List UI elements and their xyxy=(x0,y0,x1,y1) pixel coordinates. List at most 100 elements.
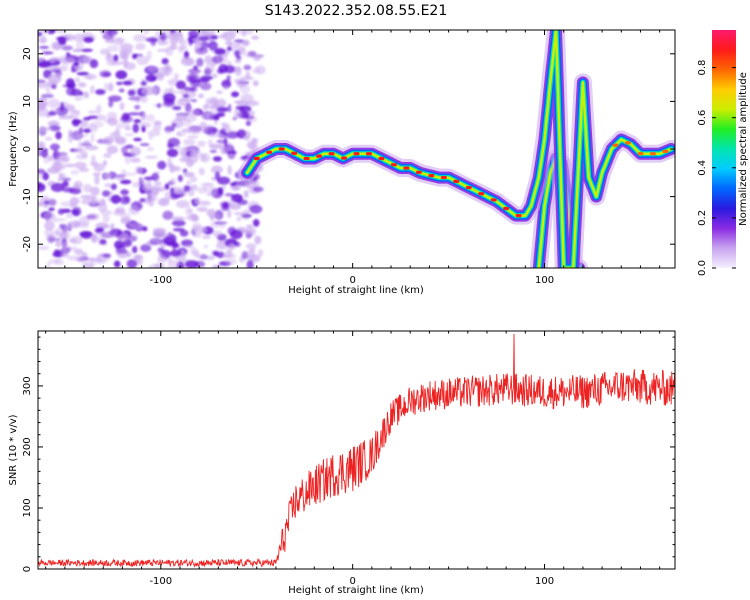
ridge-peak-bead xyxy=(415,170,422,174)
noise-speckle xyxy=(169,32,184,41)
noise-speckle xyxy=(234,66,242,77)
noise-speckle xyxy=(93,114,107,121)
noise-speckle xyxy=(80,194,94,200)
noise-speckle xyxy=(140,114,147,121)
noise-speckle xyxy=(39,127,53,131)
noise-speckle xyxy=(228,198,235,208)
noise-speckle xyxy=(180,55,190,65)
noise-speckle xyxy=(102,33,114,40)
noise-speckle xyxy=(227,209,232,219)
noise-speckle xyxy=(87,110,97,114)
noise-speckle xyxy=(186,158,194,168)
noise-speckle xyxy=(122,80,133,86)
noise-speckle xyxy=(224,65,236,74)
noise-speckle xyxy=(83,140,91,144)
noise-speckle xyxy=(90,233,99,242)
noise-speckle xyxy=(153,120,163,126)
noise-speckle xyxy=(83,128,91,134)
spectrogram-y-tick-label: -10 xyxy=(22,188,33,204)
noise-speckle xyxy=(243,134,251,141)
snr-plot-area xyxy=(38,331,675,569)
noise-speckle xyxy=(138,177,144,187)
noise-speckle xyxy=(145,155,158,159)
ridge-peak-bead xyxy=(278,147,285,151)
noise-speckle xyxy=(64,163,76,168)
colorbar-ticks: 0.0 0.2 0.4 0.6 0.8 xyxy=(697,60,736,276)
noise-speckle xyxy=(218,34,224,39)
noise-speckle xyxy=(124,133,135,137)
noise-speckle xyxy=(194,253,201,259)
noise-speckle xyxy=(103,82,109,92)
noise-speckle xyxy=(124,126,132,131)
noise-speckle xyxy=(107,233,117,238)
noise-speckle xyxy=(226,46,232,52)
spectrogram-x-label: Height of straight line (km) xyxy=(288,285,424,296)
noise-speckle xyxy=(57,36,67,46)
noise-speckle xyxy=(187,135,199,139)
noise-speckle xyxy=(156,198,168,207)
noise-speckle xyxy=(72,48,83,53)
noise-speckle xyxy=(195,226,207,234)
noise-speckle xyxy=(150,38,157,47)
noise-speckle xyxy=(55,131,62,140)
noise-speckle xyxy=(156,48,169,52)
noise-speckle xyxy=(116,81,123,86)
noise-speckle xyxy=(83,183,93,193)
noise-speckle xyxy=(171,219,186,227)
noise-speckle xyxy=(146,146,154,152)
noise-speckle xyxy=(221,79,232,89)
noise-speckle xyxy=(83,91,90,99)
noise-speckle xyxy=(58,230,71,241)
noise-speckle xyxy=(48,125,61,132)
noise-speckle xyxy=(61,45,74,51)
noise-speckle xyxy=(244,229,254,235)
noise-speckle xyxy=(132,123,140,133)
noise-speckle xyxy=(229,229,243,240)
noise-speckle xyxy=(176,130,186,137)
noise-speckle xyxy=(233,100,245,104)
noise-speckle xyxy=(171,122,177,128)
ridge-peak-beads xyxy=(253,141,669,218)
noise-speckle xyxy=(114,174,126,181)
noise-speckle xyxy=(113,54,119,62)
ridge-peak-bead xyxy=(515,214,522,218)
noise-speckle xyxy=(176,144,181,151)
ridge-peak-bead xyxy=(365,152,372,156)
noise-speckle xyxy=(47,167,61,174)
noise-speckle xyxy=(223,85,229,90)
noise-speckle xyxy=(75,248,84,256)
noise-speckle xyxy=(224,192,234,197)
noise-speckle xyxy=(182,93,189,99)
ridge-peak-bead xyxy=(465,185,472,190)
ridge-peak-bead xyxy=(328,152,335,156)
colorbar-tick-label: 0.4 xyxy=(697,160,708,176)
noise-speckle xyxy=(156,71,165,82)
noise-speckle xyxy=(184,260,199,268)
noise-speckle xyxy=(89,85,95,94)
noise-speckle xyxy=(142,183,154,192)
noise-speckle xyxy=(157,255,167,263)
noise-speckle xyxy=(48,258,61,264)
noise-speckle xyxy=(68,188,82,195)
noise-speckle xyxy=(99,70,111,78)
noise-speckle xyxy=(106,52,111,58)
noise-speckle xyxy=(233,109,240,120)
noise-speckle xyxy=(146,114,155,122)
noise-speckle xyxy=(72,220,81,228)
noise-speckle xyxy=(108,99,114,108)
noise-speckle xyxy=(127,112,141,116)
noise-speckle xyxy=(110,194,121,204)
noise-speckle xyxy=(83,143,92,148)
noise-speckle xyxy=(183,138,196,146)
noise-speckle xyxy=(59,218,67,222)
noise-speckle xyxy=(195,30,207,34)
noise-speckle xyxy=(119,179,132,185)
ridge-peak-bead xyxy=(403,166,410,170)
noise-speckle xyxy=(69,238,77,243)
noise-speckle xyxy=(152,227,167,234)
noise-speckle xyxy=(183,148,194,153)
noise-speckle xyxy=(79,230,93,237)
noise-speckle xyxy=(55,240,62,248)
noise-speckle xyxy=(60,247,71,254)
noise-speckle xyxy=(73,61,80,67)
